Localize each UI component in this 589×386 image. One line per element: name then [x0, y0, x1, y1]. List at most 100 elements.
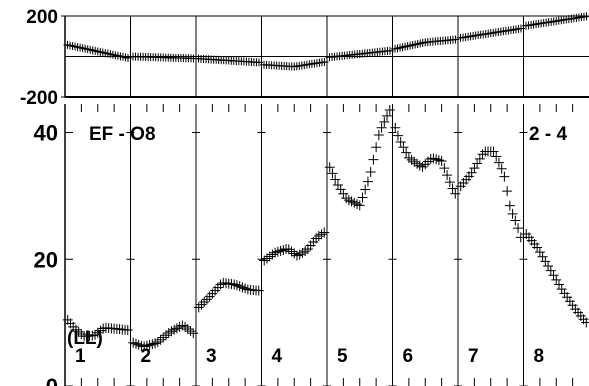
main-data-point — [264, 251, 275, 262]
main-data-point — [237, 282, 248, 293]
main-data-point — [360, 184, 371, 195]
y-axis-label: (LL) — [67, 328, 103, 349]
main-y-tick-label: 0 — [46, 374, 58, 386]
main-data-point — [261, 253, 272, 264]
section-label: 1 — [75, 346, 86, 367]
main-data-point — [313, 231, 324, 242]
main-data-point — [422, 156, 433, 167]
main-data-point — [534, 247, 545, 258]
main-data-point — [431, 154, 442, 165]
main-data-point — [294, 249, 305, 260]
main-data-segment — [324, 104, 395, 211]
main-data-point — [141, 340, 152, 351]
main-data-point — [171, 323, 182, 334]
main-data-point — [469, 163, 480, 174]
main-data-point — [553, 279, 564, 290]
main-data-point — [319, 227, 330, 238]
section-label: 3 — [206, 346, 217, 367]
top-data-segment — [391, 35, 460, 53]
main-data-point — [95, 325, 106, 336]
main-y-tick-label: 40 — [34, 121, 58, 146]
main-data-point — [327, 168, 338, 179]
main-data-point — [291, 250, 302, 261]
main-data-point — [493, 157, 504, 168]
main-data-point — [447, 183, 458, 194]
main-data-point — [289, 248, 300, 259]
top-y-tick-label: 200 — [26, 7, 58, 28]
main-data-point — [76, 329, 87, 340]
main-data-point — [180, 321, 191, 332]
main-panel — [62, 104, 589, 386]
top-data-segment — [194, 54, 263, 67]
main-data-point — [368, 154, 379, 165]
top-data-segment — [129, 52, 198, 63]
main-data-point — [286, 246, 297, 257]
main-data-point — [436, 156, 447, 167]
main-data-point — [384, 104, 395, 115]
main-data-segment — [193, 277, 264, 313]
main-data-point — [158, 332, 169, 343]
main-data-point — [275, 245, 286, 256]
main-data-point — [376, 122, 387, 133]
main-data-point — [562, 292, 573, 303]
top-data-segment — [456, 24, 525, 42]
annotation-left: EF - O8 — [89, 124, 156, 145]
main-data-point — [70, 324, 81, 335]
main-data-point — [496, 163, 507, 174]
main-data-point — [537, 251, 548, 262]
main-data-point — [362, 176, 373, 187]
top-y-tick-label: -200 — [20, 88, 58, 109]
main-data-point — [382, 110, 393, 121]
main-data-point — [240, 283, 251, 294]
top-panel — [61, 12, 589, 98]
main-data-point — [491, 151, 502, 162]
main-data-point — [90, 329, 101, 340]
main-data-point — [392, 130, 403, 141]
main-data-point — [428, 153, 439, 164]
main-data-point — [193, 302, 204, 313]
top-data-segment — [325, 46, 394, 62]
main-data-point — [466, 167, 477, 178]
main-data-point — [166, 326, 177, 337]
main-data-point — [545, 265, 556, 276]
main-data-point — [272, 246, 283, 257]
main-data-point — [343, 195, 354, 206]
main-data-point — [556, 284, 567, 295]
main-data-segment — [62, 314, 133, 342]
main-data-point — [401, 147, 412, 158]
top-data-point — [516, 24, 525, 33]
main-data-point — [510, 215, 521, 226]
main-data-point — [474, 153, 485, 164]
section-label: 6 — [403, 346, 414, 367]
main-data-point — [199, 297, 210, 308]
main-data-point — [581, 317, 589, 328]
section-label: 8 — [534, 346, 545, 367]
main-data-point — [122, 324, 133, 335]
section-label: 2 — [141, 346, 152, 367]
main-data-point — [398, 142, 409, 153]
main-data-point — [390, 122, 401, 133]
main-data-point — [502, 186, 513, 197]
top-data-point — [254, 58, 263, 67]
main-data-point — [147, 339, 158, 350]
main-data-point — [182, 323, 193, 334]
top-data-point — [123, 53, 132, 62]
main-data-point — [128, 337, 139, 348]
top-data-segment — [63, 40, 132, 62]
main-data-segment — [390, 122, 461, 199]
main-data-point — [150, 338, 161, 349]
main-data-point — [354, 200, 365, 211]
main-data-point — [499, 171, 510, 182]
top-data-point — [582, 12, 589, 21]
main-data-point — [414, 160, 425, 171]
main-data-point — [450, 188, 461, 199]
main-data-point — [163, 328, 174, 339]
main-data-point — [188, 328, 199, 339]
main-data-point — [92, 327, 103, 338]
annotation-right: 2 - 4 — [529, 124, 567, 145]
main-data-point — [73, 326, 84, 337]
top-data-point — [451, 35, 460, 44]
main-data-point — [270, 247, 281, 258]
main-data-point — [229, 279, 240, 290]
